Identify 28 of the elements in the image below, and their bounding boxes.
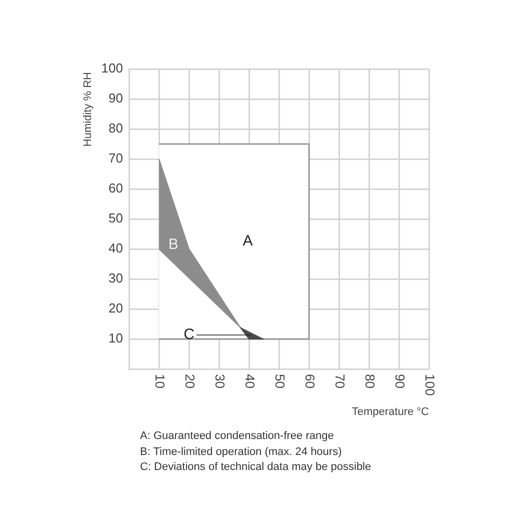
y-tick-label: 60: [108, 180, 123, 196]
y-tick-label: 100: [101, 60, 123, 76]
y-axis-title: Humidity % RH: [82, 72, 94, 147]
x-tick-label: 40: [242, 374, 258, 388]
y-tick-label: 10: [108, 330, 123, 346]
x-tick-label: 60: [302, 374, 318, 388]
y-tick-label: 80: [108, 120, 123, 136]
x-tick-label: 70: [332, 374, 348, 388]
y-tick-label: 30: [108, 270, 123, 286]
x-tick-label: 80: [362, 374, 378, 388]
text: B: Time-limited operation (max. 24 hours): [140, 444, 343, 460]
x-tick-label: 90: [392, 374, 408, 388]
x-tick-label: 10: [152, 374, 168, 388]
y-tick-label: 20: [108, 300, 123, 316]
text: C: Deviations of technical data may be possible: [140, 460, 372, 475]
x-tick-label: 50: [272, 374, 288, 388]
x-axis-title: Temperature °C: [352, 406, 430, 418]
series-label: A: [242, 232, 253, 250]
x-tick-label: 20: [182, 374, 198, 388]
x-tick-label: 100: [422, 374, 438, 396]
y-tick-label: 90: [108, 90, 123, 106]
y-tick-label: 50: [108, 210, 123, 226]
x-tick-label: 30: [212, 374, 228, 388]
text: C: [184, 326, 195, 344]
series-label: B: [168, 236, 178, 254]
y-tick-label: 70: [108, 150, 123, 166]
y-tick-label: 40: [108, 240, 123, 256]
text: A: Guaranteed condensation-free range: [140, 429, 335, 444]
